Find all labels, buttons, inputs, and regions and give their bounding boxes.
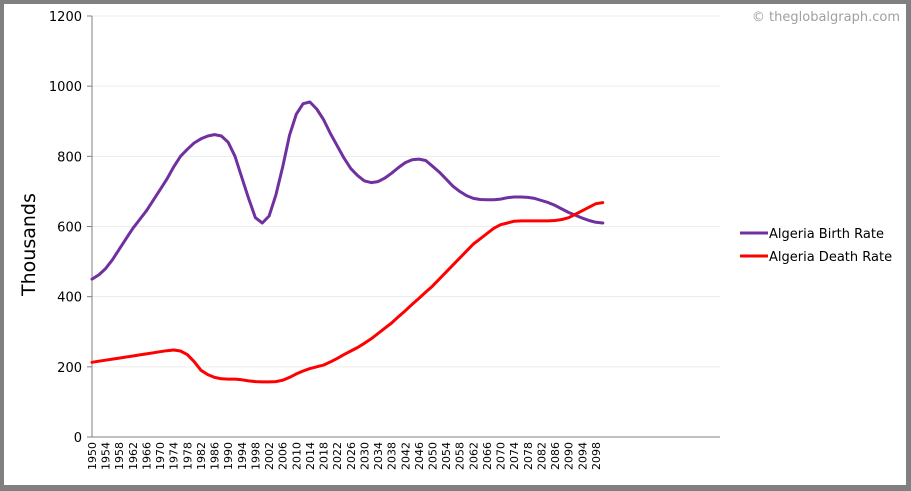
x-tick-label: 2082 — [535, 442, 548, 470]
watermark: © theglobalgraph.com — [752, 10, 900, 25]
data-lines — [90, 100, 605, 384]
x-tick-label: 1974 — [168, 442, 181, 470]
x-tick-label: 2070 — [495, 442, 508, 470]
y-tick-label: 400 — [57, 291, 82, 306]
x-tick-label: 2098 — [590, 442, 603, 470]
x-tick-label: 2002 — [263, 442, 276, 470]
legend-item-death-rate[interactable]: Algeria Death Rate — [740, 250, 892, 265]
y-tick-label: 1000 — [49, 80, 82, 95]
x-tick-label: 1998 — [249, 442, 262, 470]
x-tick-label: 2042 — [399, 442, 412, 470]
death-rate-line — [90, 201, 605, 384]
x-tick-label: 2006 — [277, 442, 290, 470]
y-tick-label: 200 — [57, 361, 82, 376]
x-tick-label: 1970 — [154, 442, 167, 470]
legend-item-birth-rate[interactable]: Algeria Birth Rate — [740, 227, 884, 242]
legend-label-birth: Algeria Birth Rate — [769, 227, 884, 242]
x-tick-label: 2022 — [331, 442, 344, 470]
x-tick-label: 1994 — [236, 442, 249, 470]
legend: Algeria Birth Rate Algeria Death Rate — [740, 227, 892, 265]
chart-frame — [4, 4, 906, 485]
birth-rate-line — [90, 100, 605, 281]
x-tick-label: 1982 — [195, 442, 208, 470]
x-tick-label: 2086 — [549, 442, 562, 470]
x-tick-label: 2050 — [427, 442, 440, 470]
x-tick-label: 2078 — [522, 442, 535, 470]
x-axis-ticks: 1950 1954 1958 1962 1966 1970 1974 1978 1982 1986… — [86, 442, 603, 470]
x-tick-label: 2074 — [508, 442, 521, 470]
legend-label-death: Algeria Death Rate — [769, 250, 892, 265]
x-tick-label: 2038 — [386, 442, 399, 470]
x-tick-label: 2014 — [304, 442, 317, 470]
gridlines — [92, 15, 720, 368]
x-tick-label: 2090 — [563, 442, 576, 470]
y-tick-label: 600 — [57, 221, 82, 236]
x-tick-label: 2062 — [467, 442, 480, 470]
x-tick-label: 2054 — [440, 442, 453, 470]
x-tick-label: 1954 — [100, 442, 113, 470]
y-tick-label: 800 — [57, 150, 82, 165]
x-tick-label: 2018 — [318, 442, 331, 470]
x-tick-label: 2058 — [454, 442, 467, 470]
x-tick-label: 2034 — [372, 442, 385, 470]
x-tick-label: 2010 — [290, 442, 303, 470]
x-tick-label: 2066 — [481, 442, 494, 470]
x-tick-label: 1990 — [222, 442, 235, 470]
x-tick-label: 2026 — [345, 442, 358, 470]
x-tick-label: 2094 — [576, 442, 589, 470]
x-tick-label: 1986 — [209, 442, 222, 470]
x-tick-label: 1950 — [86, 442, 99, 470]
x-tick-label: 2046 — [413, 442, 426, 470]
y-axis-label: Thousands — [18, 193, 40, 297]
x-tick-label: 1958 — [113, 442, 126, 470]
y-tick-label: 0 — [74, 431, 82, 446]
y-axis-ticks: 0 200 400 600 800 1000 1200 — [49, 10, 92, 446]
x-tick-label: 1978 — [181, 442, 194, 470]
x-tick-label: 1962 — [127, 442, 140, 470]
x-tick-label: 1966 — [140, 442, 153, 470]
y-tick-label: 1200 — [49, 10, 82, 25]
x-tick-label: 2030 — [358, 442, 371, 470]
